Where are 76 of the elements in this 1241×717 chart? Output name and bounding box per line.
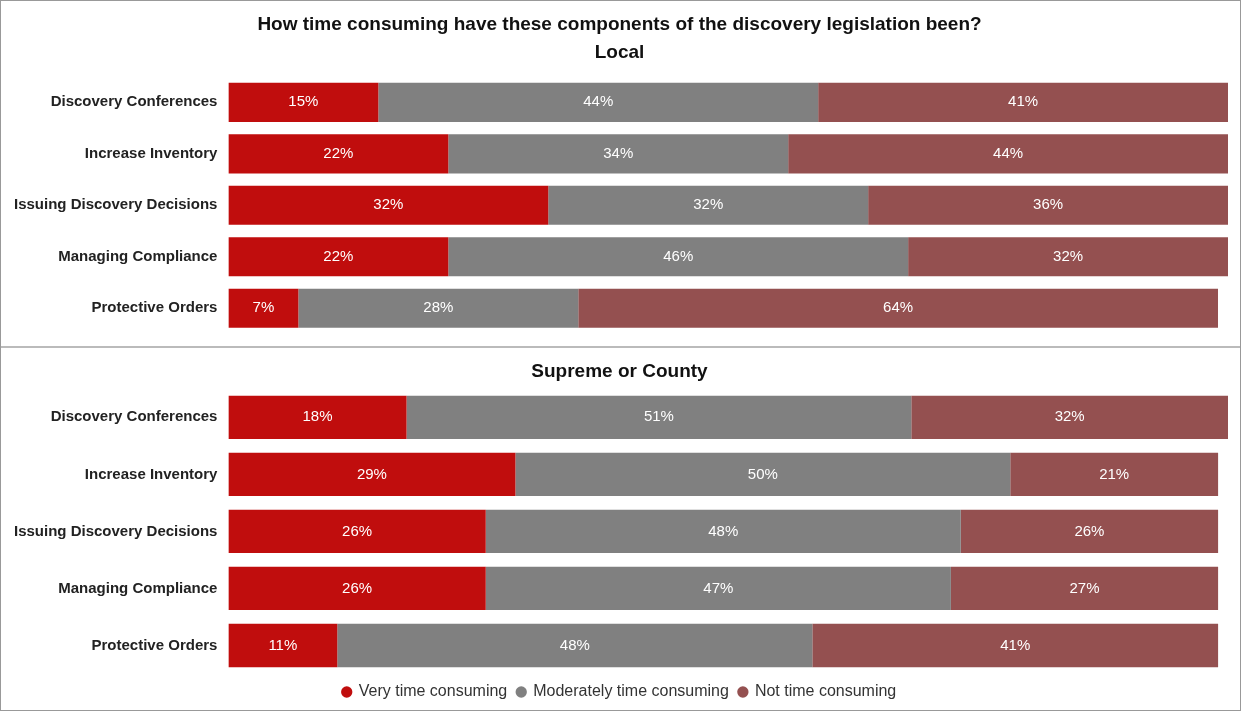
bar: [578, 288, 1218, 328]
chart-title: How time consuming have these components of the discovery legislation been?: [257, 12, 982, 34]
data-label: 50%: [747, 464, 778, 482]
y-tick-label: Managing Compliance: [58, 246, 218, 264]
data-label: 32%: [1053, 246, 1084, 264]
data-label: 26%: [342, 521, 373, 539]
data-label: 21%: [1099, 464, 1130, 482]
legend-label: Not time consuming: [754, 682, 897, 700]
data-label: 32%: [1054, 407, 1085, 425]
legend-label: Moderately time consuming: [533, 682, 729, 700]
bar: [448, 134, 789, 174]
bar: [406, 395, 912, 439]
bar: [950, 566, 1219, 611]
data-label: 26%: [1074, 521, 1105, 539]
data-label: 29%: [356, 464, 387, 482]
data-label: 48%: [708, 521, 739, 539]
data-label: 64%: [883, 298, 914, 316]
bar: [960, 509, 1219, 554]
data-label: 41%: [1008, 92, 1039, 110]
bar: [228, 134, 449, 174]
y-tick-label: Discovery Conferences: [50, 92, 218, 110]
bar: [485, 509, 961, 554]
bar: [908, 237, 1228, 277]
bar: [818, 82, 1228, 122]
bar: [228, 185, 549, 225]
y-tick-label: Protective Orders: [91, 298, 218, 316]
data-label: 47%: [703, 578, 734, 596]
bar: [298, 288, 579, 328]
data-label: 44%: [993, 143, 1024, 161]
data-label: 15%: [288, 92, 319, 110]
data-label: 28%: [423, 298, 454, 316]
bar: [868, 185, 1228, 225]
y-tick-label: Issuing Discovery Decisions: [13, 195, 218, 213]
data-label: 27%: [1069, 578, 1100, 596]
bar: [228, 452, 516, 497]
bar: [228, 237, 449, 277]
bar: [337, 623, 813, 668]
bar: [911, 395, 1228, 439]
bar: [812, 623, 1219, 668]
chart-subtitle: Local: [594, 41, 645, 63]
bar: [228, 395, 407, 439]
bar: [378, 82, 819, 122]
bar: [228, 82, 379, 122]
data-label: 34%: [603, 143, 634, 161]
data-label: 11%: [268, 635, 298, 653]
data-label: 48%: [559, 635, 590, 653]
y-tick-label: Issuing Discovery Decisions: [13, 521, 218, 539]
y-tick-label: Increase Inventory: [84, 143, 219, 161]
data-label: 36%: [1033, 195, 1064, 213]
data-label: 7%: [252, 298, 275, 316]
y-tick-label: Protective Orders: [91, 635, 218, 653]
data-label: 32%: [693, 195, 724, 213]
data-label: 22%: [323, 143, 354, 161]
legend-label: Very time consuming: [358, 682, 508, 700]
data-label: 46%: [663, 246, 694, 264]
bar: [485, 566, 951, 611]
data-label: 26%: [342, 578, 373, 596]
bar: [788, 134, 1228, 174]
data-label: 18%: [302, 407, 333, 425]
data-label: 44%: [583, 92, 614, 110]
y-tick-label: Increase Inventory: [84, 464, 219, 482]
chart-title: Supreme or County: [531, 359, 709, 381]
bar: [228, 566, 486, 611]
data-label: 22%: [323, 246, 354, 264]
data-label: 32%: [373, 195, 404, 213]
bar: [228, 623, 338, 668]
bar: [228, 288, 299, 328]
y-tick-label: Discovery Conferences: [50, 407, 218, 425]
bar: [1010, 452, 1219, 497]
data-label: 41%: [1000, 635, 1031, 653]
bar: [448, 237, 909, 277]
bar: [515, 452, 1011, 497]
bar: [228, 509, 486, 554]
y-tick-label: Managing Compliance: [58, 578, 218, 596]
bar: [548, 185, 869, 225]
data-label: 51%: [643, 407, 674, 425]
